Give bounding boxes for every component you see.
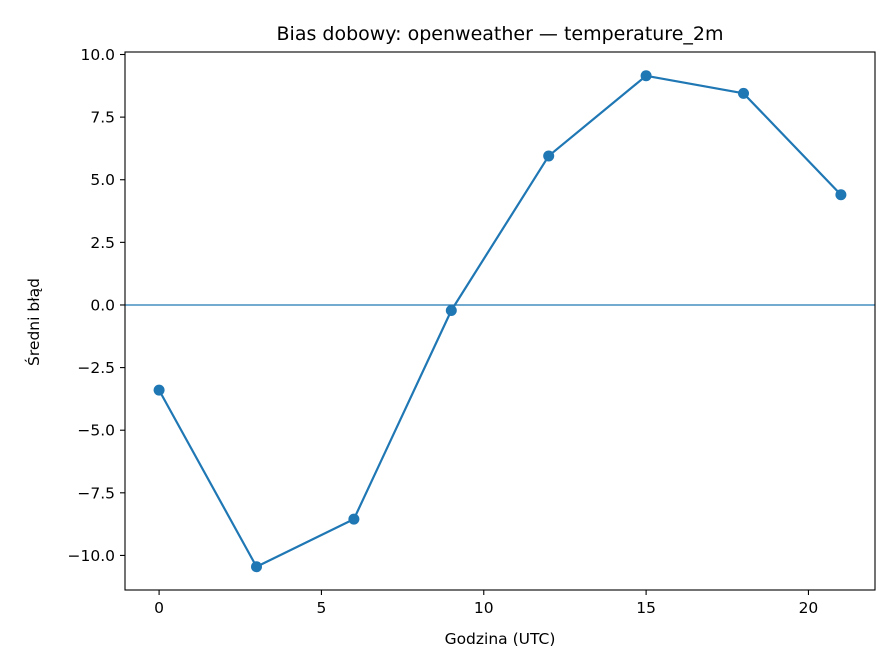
data-point-0-0 [153, 384, 165, 396]
y-tick-label-1: −7.5 [77, 484, 115, 502]
y-tick-label-2: −5.0 [77, 422, 115, 440]
series-line-0 [158, 74, 842, 568]
y-tick-label-3: −2.5 [77, 359, 115, 377]
y-tick-label-8: 10.0 [80, 46, 115, 64]
x-tick-label-0: 0 [154, 599, 164, 617]
data-point-0-6 [738, 87, 750, 99]
y-tick-label-0: −10.0 [68, 547, 116, 565]
chart-title: Bias dobowy: openweather — temperature_2… [277, 23, 724, 45]
data-point-0-3 [445, 304, 457, 316]
plot-area: 0 5 10 15 20 −10.0 −7.5 −5.0 −2.5 0.0 2.5 5.0 7.5 10.… [68, 46, 876, 617]
x-axis-title: Godzina (UTC) [445, 630, 556, 648]
data-point-0-4 [543, 150, 555, 162]
plot-frame [124, 51, 876, 591]
y-tick-label-5: 2.5 [90, 234, 115, 252]
y-tick-label-7: 7.5 [90, 109, 115, 127]
x-tick-label-4: 20 [799, 599, 819, 617]
y-tick-label-4: 0.0 [90, 296, 115, 314]
y-axis-title: Średni błąd [24, 278, 43, 366]
data-point-0-2 [348, 513, 360, 525]
data-point-0-5 [640, 70, 652, 82]
x-tick-label-1: 5 [316, 599, 326, 617]
y-tick-label-6: 5.0 [90, 171, 115, 189]
data-point-0-7 [835, 189, 847, 201]
x-tick-label-2: 10 [474, 599, 494, 617]
x-tick-label-3: 15 [636, 599, 656, 617]
data-point-0-1 [250, 561, 262, 573]
